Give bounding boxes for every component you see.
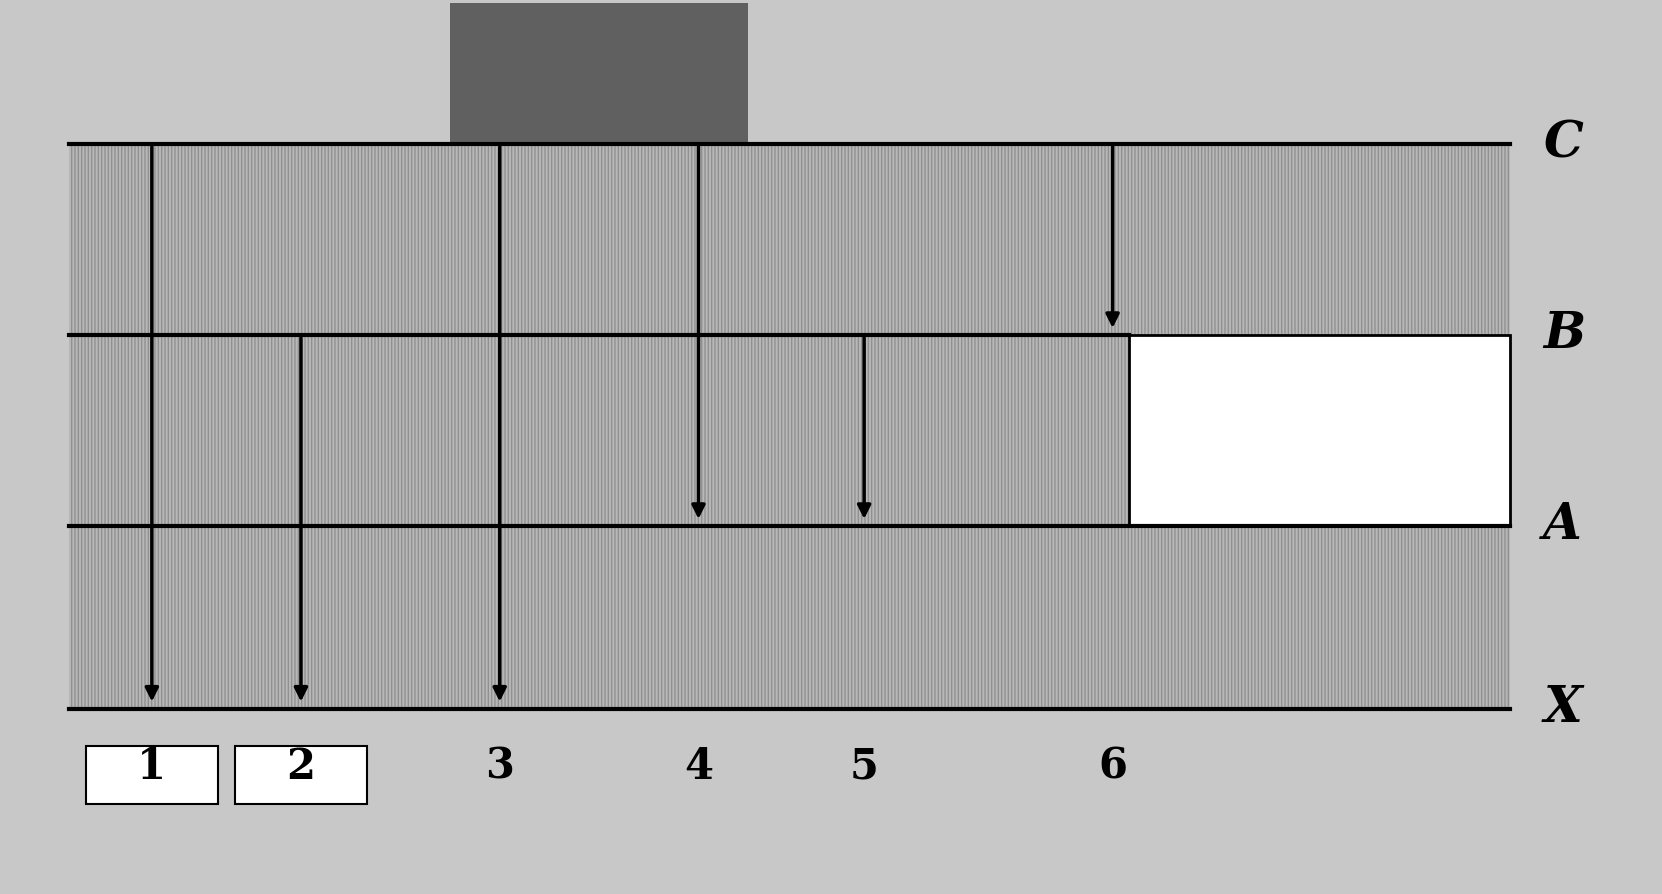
Text: X: X [1544, 684, 1582, 733]
Bar [1128, 335, 1511, 526]
Bar [70, 335, 1511, 526]
Text: A: A [1544, 502, 1582, 551]
Bar [450, 0, 748, 144]
Text: 2: 2 [286, 746, 316, 788]
Text: B: B [1544, 310, 1586, 359]
Bar [86, 746, 218, 804]
Text: 3: 3 [485, 746, 514, 788]
Text: 5: 5 [849, 746, 879, 788]
Bar [70, 144, 1511, 335]
Bar [234, 746, 367, 804]
Text: C: C [1544, 120, 1582, 168]
Text: 4: 4 [685, 746, 713, 788]
Text: 1: 1 [138, 746, 166, 788]
Bar [70, 526, 1511, 709]
Text: 6: 6 [1099, 746, 1127, 788]
